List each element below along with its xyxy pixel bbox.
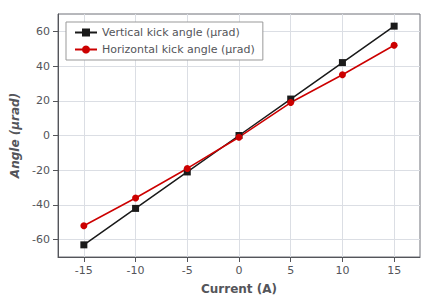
svg-text:20: 20 <box>36 94 50 107</box>
svg-text:40: 40 <box>36 60 50 73</box>
svg-text:60: 60 <box>36 25 50 38</box>
svg-text:-20: -20 <box>32 164 50 177</box>
svg-text:-15: -15 <box>75 264 93 277</box>
svg-text:0: 0 <box>236 264 243 277</box>
svg-text:15: 15 <box>387 264 401 277</box>
svg-text:Vertical kick angle (μrad): Vertical kick angle (μrad) <box>102 26 240 39</box>
svg-text:0: 0 <box>43 129 50 142</box>
svg-text:Angle (μrad): Angle (μrad) <box>8 93 22 179</box>
svg-text:Current (A): Current (A) <box>201 282 277 296</box>
svg-text:10: 10 <box>335 264 349 277</box>
svg-text:5: 5 <box>287 264 294 277</box>
svg-text:Horizontal kick angle (μrad): Horizontal kick angle (μrad) <box>102 43 255 56</box>
svg-text:-5: -5 <box>182 264 193 277</box>
svg-text:-60: -60 <box>32 233 50 246</box>
svg-text:-10: -10 <box>127 264 145 277</box>
svg-text:-40: -40 <box>32 198 50 211</box>
